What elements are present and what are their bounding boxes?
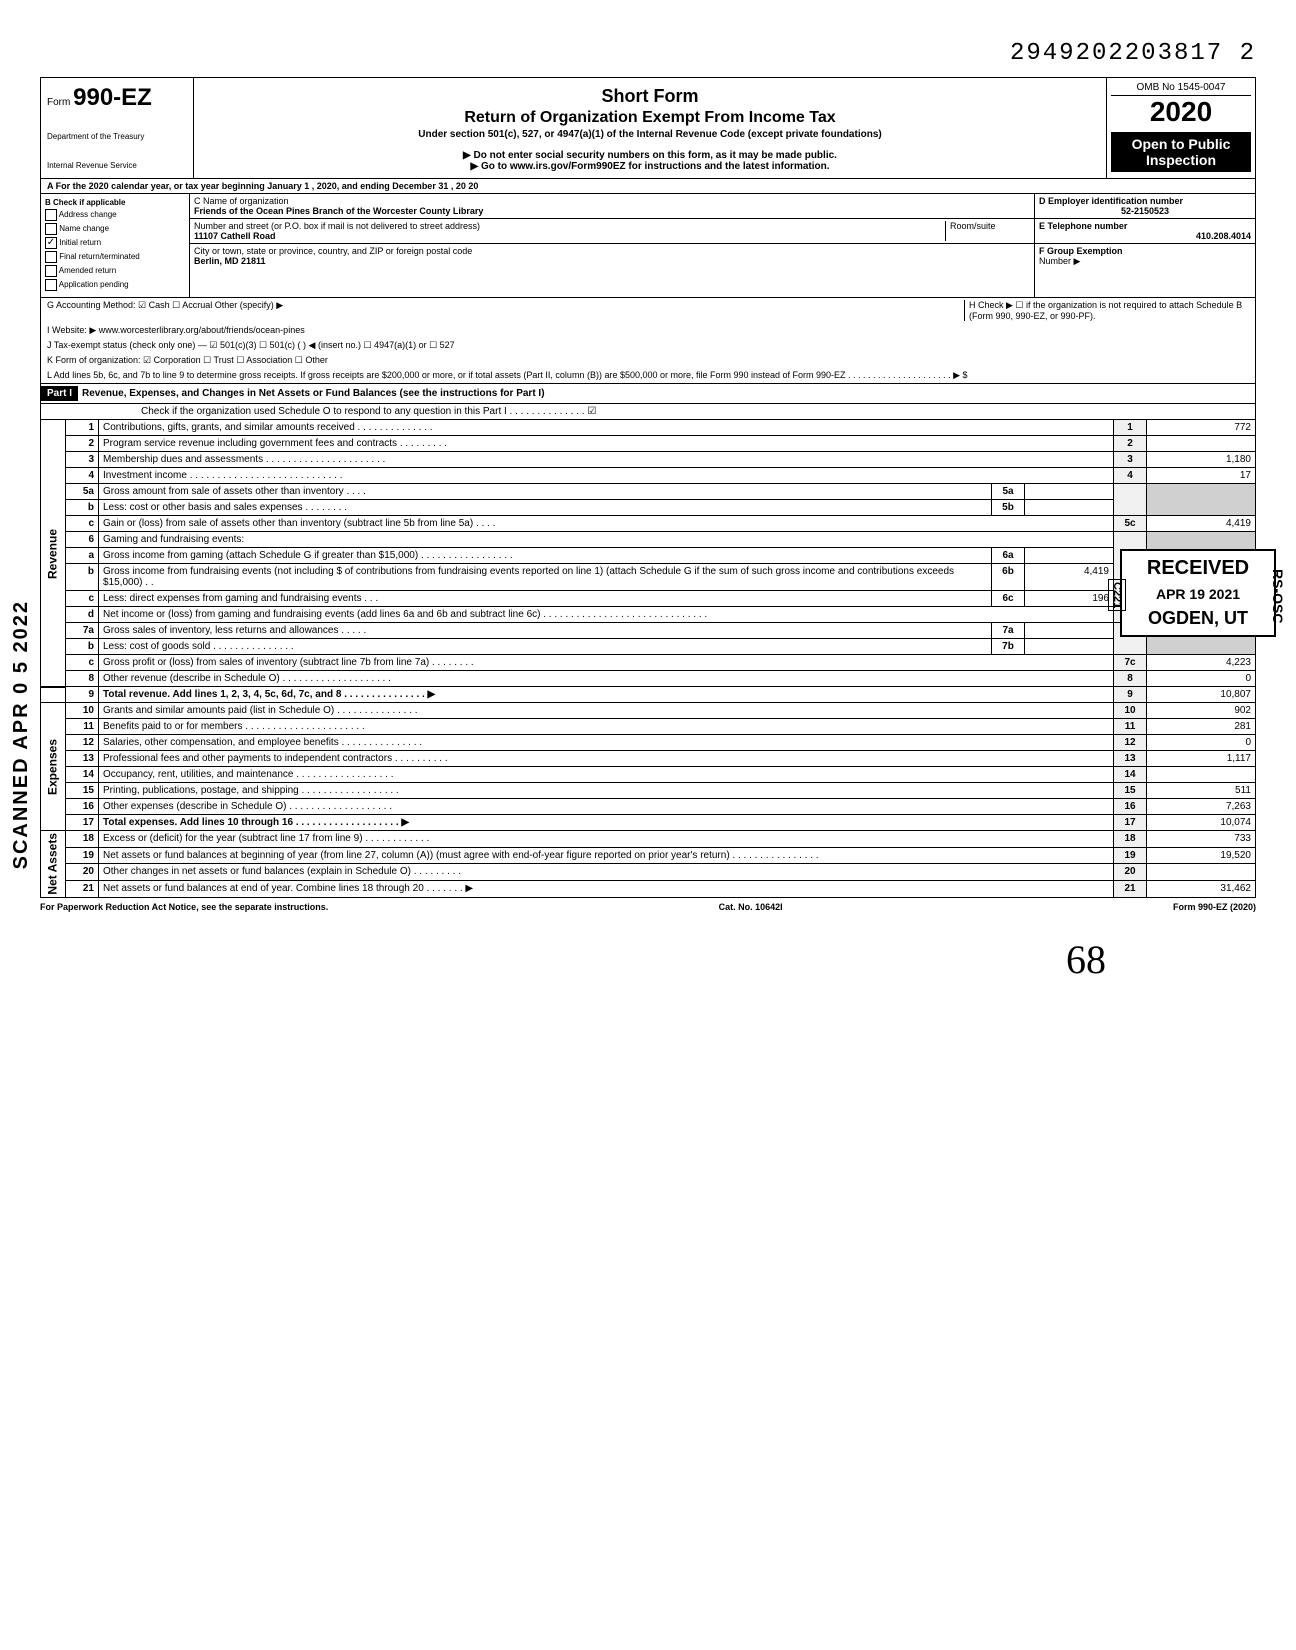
lines-table: Revenue 1 Contributions, gifts, grants, … <box>40 419 1256 898</box>
chk-address[interactable] <box>45 209 57 221</box>
scanned-stamp: SCANNED APR 0 5 2022 <box>10 600 33 869</box>
footer-mid: Cat. No. 10642I <box>719 902 783 912</box>
page-footer: For Paperwork Reduction Act Notice, see … <box>40 898 1256 916</box>
main-info-block: B Check if applicable Address change Nam… <box>40 194 1256 298</box>
ein-label: D Employer identification number <box>1039 196 1251 206</box>
line-k: K Form of organization: ☑ Corporation ☐ … <box>41 353 1255 368</box>
chk-name[interactable] <box>45 223 57 235</box>
short-form-title: Short Form <box>200 86 1100 107</box>
revenue-side-label: Revenue <box>41 420 66 687</box>
received-stamp: RECEIVED APR 19 2021 OGDEN, UT <box>1120 549 1276 637</box>
phone-value: 410.208.4014 <box>1039 231 1251 241</box>
dln-number: 2949202203817 2 <box>40 40 1256 67</box>
chk-final[interactable] <box>45 251 57 263</box>
form-number-box: Form 990-EZ Department of the Treasury I… <box>41 78 194 178</box>
line-j: J Tax-exempt status (check only one) — ☑… <box>41 338 1255 353</box>
chk-amended[interactable] <box>45 265 57 277</box>
section-de: D Employer identification number 52-2150… <box>1034 194 1255 297</box>
street-label: Number and street (or P.O. box if mail i… <box>194 221 945 231</box>
subtitle-1: Under section 501(c), 527, or 4947(a)(1)… <box>200 129 1100 140</box>
line-g: G Accounting Method: ☑ Cash ☐ Accrual Ot… <box>47 300 964 321</box>
line-h: H Check ▶ ☐ if the organization is not r… <box>964 300 1249 321</box>
group-exemption-number: Number ▶ <box>1039 256 1251 267</box>
year-box: OMB No 1545-0047 20202020 Open to Public… <box>1106 78 1255 178</box>
group-exemption-label: F Group Exemption <box>1039 246 1251 256</box>
subtitle-3: ▶ Go to www.irs.gov/Form990EZ for instru… <box>200 161 1100 172</box>
city: Berlin, MD 21811 <box>194 256 1030 266</box>
signature: 68 <box>40 936 1256 983</box>
chk-initial[interactable]: ✓ <box>45 237 57 249</box>
org-name-label: C Name of organization <box>194 196 1030 206</box>
dept-treasury: Department of the Treasury <box>47 132 187 141</box>
section-b: B Check if applicable Address change Nam… <box>41 194 190 297</box>
section-b-header: B Check if applicable <box>45 198 185 207</box>
part1-label: Part I <box>41 386 78 401</box>
rsosc-stamp: RS-OSC <box>1270 569 1286 623</box>
info-lines: G Accounting Method: ☑ Cash ☐ Accrual Ot… <box>40 298 1256 384</box>
form-title: Short Form Return of Organization Exempt… <box>194 78 1106 178</box>
line-i: I Website: ▶ www.worcesterlibrary.org/ab… <box>41 323 1255 338</box>
form-number: 990-EZ <box>73 84 152 111</box>
phone-label: E Telephone number <box>1039 221 1251 231</box>
omb-number: OMB No 1545-0047 <box>1111 82 1251 96</box>
ein-value: 52-2150523 <box>1039 206 1251 216</box>
city-label: City or town, state or province, country… <box>194 246 1030 256</box>
return-title: Return of Organization Exempt From Incom… <box>200 109 1100 127</box>
open-public: Open to Public Inspection <box>1111 132 1251 172</box>
line-l: L Add lines 5b, 6c, and 7b to line 9 to … <box>41 368 1255 383</box>
tax-year: 20202020 <box>1111 96 1251 128</box>
part1-title: Revenue, Expenses, and Changes in Net As… <box>78 388 545 399</box>
chk-pending[interactable] <box>45 279 57 291</box>
org-name: Friends of the Ocean Pines Branch of the… <box>194 206 1030 216</box>
section-c: C Name of organization Friends of the Oc… <box>190 194 1034 297</box>
footer-right: Form 990-EZ (2020) <box>1173 902 1256 912</box>
footer-left: For Paperwork Reduction Act Notice, see … <box>40 902 328 912</box>
row-a-calendar-year: A For the 2020 calendar year, or tax yea… <box>40 179 1256 194</box>
form-prefix: Form <box>47 97 70 108</box>
street: 11107 Cathell Road <box>194 231 945 241</box>
subtitle-2: ▶ Do not enter social security numbers o… <box>200 150 1100 161</box>
netassets-side-label: Net Assets <box>41 831 66 898</box>
part1-check: Check if the organization used Schedule … <box>40 404 1256 419</box>
form-header: Form 990-EZ Department of the Treasury I… <box>40 77 1256 179</box>
room-suite-label: Room/suite <box>945 221 1030 241</box>
expenses-side-label: Expenses <box>41 703 66 831</box>
dept-irs: Internal Revenue Service <box>47 161 187 170</box>
part1-header-row: Part I Revenue, Expenses, and Changes in… <box>40 384 1256 404</box>
c221-stamp: C221 <box>1108 579 1126 611</box>
